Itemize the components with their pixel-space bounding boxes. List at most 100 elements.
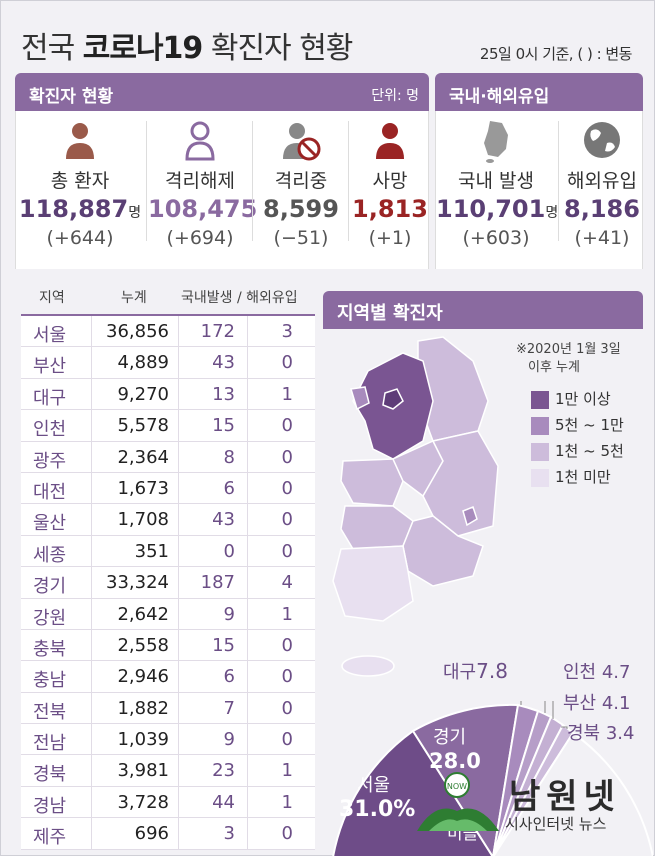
region-cell: 충남 [33, 670, 67, 692]
legend-item: 1천 ~ 5천 [531, 441, 624, 467]
domestic-cell: 44 [212, 791, 235, 813]
legend-item: 5천 ~ 1만 [531, 415, 624, 441]
korea-map-icon [484, 121, 508, 163]
legend-swatch [531, 417, 549, 435]
total-cell: 3,981 [117, 760, 169, 782]
leader-line-gyeongbuk [561, 726, 568, 729]
total-cell: 4,889 [117, 352, 169, 374]
globe-icon [584, 122, 620, 158]
domestic-cell: 43 [212, 352, 235, 374]
overseas-cell: 3 [281, 321, 293, 342]
total-cell: 5,578 [117, 415, 169, 437]
region-cell: 대구 [33, 387, 67, 409]
total-cell: 9,270 [117, 383, 169, 405]
domestic-cell: 43 [212, 509, 235, 531]
total-cell: 1,673 [117, 477, 169, 499]
legend-swatch [531, 391, 549, 409]
legend-item: 1만 이상 [531, 389, 624, 415]
stat-isolated: 격리중 8,599 (−51) [254, 111, 348, 256]
domestic-cell: 172 [200, 321, 235, 342]
total-cell: 2,558 [117, 634, 169, 656]
region-cell: 경기 [33, 576, 67, 598]
overseas-cell: 4 [281, 572, 293, 594]
pie-label-daegu: 대구7.8 [443, 659, 508, 683]
pie-label-gyeonggi: 경기 28.0 [429, 727, 481, 773]
isolated-person-icon [283, 123, 321, 161]
table-row: 경북 3,981 23 1 [21, 755, 315, 787]
overseas-cell: 1 [281, 383, 293, 405]
stat-total: 총 환자 118,887명 (+644) [16, 111, 144, 256]
watermark-sub: 시사인터넷 뉴스 [505, 815, 607, 833]
domestic-cell: 6 [223, 666, 235, 688]
table-row: 대전 1,673 6 0 [21, 473, 315, 505]
table-row: 울산 1,708 43 0 [21, 504, 315, 536]
table-row: 제주 696 3 0 [21, 818, 315, 850]
svg-text:NOW: NOW [447, 782, 467, 791]
watermark-name: 남원넷 [509, 777, 621, 817]
overseas-cell: 0 [281, 697, 293, 719]
region-cell: 전남 [33, 733, 67, 755]
legend-item: 1천 미만 [531, 467, 624, 493]
total-cell: 1,882 [117, 697, 169, 719]
pie-label-busan: 부산 4.1 [563, 693, 631, 714]
pie-label-gyeongbuk: 경북 3.4 [567, 723, 635, 744]
region-cell: 강원 [33, 607, 67, 629]
confirmed-panel: 총 환자 118,887명 (+644) 격리해제 108,475 (+694)… [15, 111, 429, 269]
region-cell: 울산 [33, 513, 67, 535]
namwonnet-logo-icon: NOW [417, 772, 499, 831]
overseas-cell: 0 [281, 540, 293, 562]
total-cell: 1,708 [117, 509, 169, 531]
region-cell: 광주 [33, 450, 67, 472]
region-cell: 부산 [33, 356, 67, 378]
table-row: 인천 5,578 15 0 [21, 410, 315, 442]
region-cell: 경남 [33, 795, 67, 817]
total-cell: 696 [134, 823, 169, 845]
region-cell: 세종 [33, 544, 67, 566]
region-cell: 전북 [33, 701, 67, 723]
timestamp: 25일 0시 기준, ( ) : 변동 [479, 45, 633, 63]
legend-swatch [531, 469, 549, 487]
map-legend: 1만 이상 5천 ~ 1만 1천 ~ 5천 1천 미만 [531, 389, 624, 493]
total-cell: 2,364 [117, 446, 169, 468]
overseas-cell: 0 [281, 477, 293, 499]
domestic-cell: 23 [212, 760, 235, 782]
table-row: 충남 2,946 6 0 [21, 661, 315, 693]
table-row: 대구 9,270 13 1 [21, 379, 315, 411]
domestic-cell: 9 [223, 729, 235, 751]
map-note: ※2020년 1월 3일 이후 누계 [516, 342, 621, 375]
korea-map [332, 336, 499, 677]
overseas-cell: 0 [281, 729, 293, 751]
stat-domestic: 국내 발생 110,701명 (+603) [436, 111, 558, 256]
unit-label: 단위: 명 [371, 88, 419, 104]
domestic-cell: 15 [212, 415, 235, 437]
stat-overseas: 해외유입 8,186 (+41) [560, 111, 644, 256]
stat-deaths: 사망 1,813 (+1) [350, 111, 430, 256]
domestic-cell: 0 [223, 540, 235, 562]
overseas-cell: 1 [281, 760, 293, 782]
overseas-cell: 1 [281, 603, 293, 625]
total-cell: 2,946 [117, 666, 169, 688]
domestic-cell: 187 [200, 572, 235, 594]
map-region-daegu [462, 506, 478, 527]
overseas-cell: 0 [281, 352, 293, 374]
map-region-incheon [350, 386, 370, 411]
region-cell: 경북 [33, 764, 67, 786]
domestic-cell: 3 [223, 823, 235, 845]
overseas-cell: 1 [281, 791, 293, 813]
overseas-cell: 0 [281, 446, 293, 468]
total-cell: 2,642 [117, 603, 169, 625]
table-row: 광주 2,364 8 0 [21, 442, 315, 473]
region-cell: 대전 [33, 481, 67, 503]
total-cell: 1,039 [117, 729, 169, 751]
pie-label-incheon: 인천 4.7 [563, 662, 631, 683]
region-cell: 인천 [33, 419, 67, 441]
overseas-cell: 0 [281, 666, 293, 688]
patient-icon [66, 123, 94, 159]
table-row: 충북 2,558 15 0 [21, 630, 315, 662]
total-cell: 33,324 [106, 572, 169, 594]
overseas-cell: 0 [281, 823, 293, 845]
table-row: 전북 1,882 7 0 [21, 693, 315, 725]
leader-line-busan [552, 701, 554, 719]
domestic-cell: 15 [212, 634, 235, 656]
